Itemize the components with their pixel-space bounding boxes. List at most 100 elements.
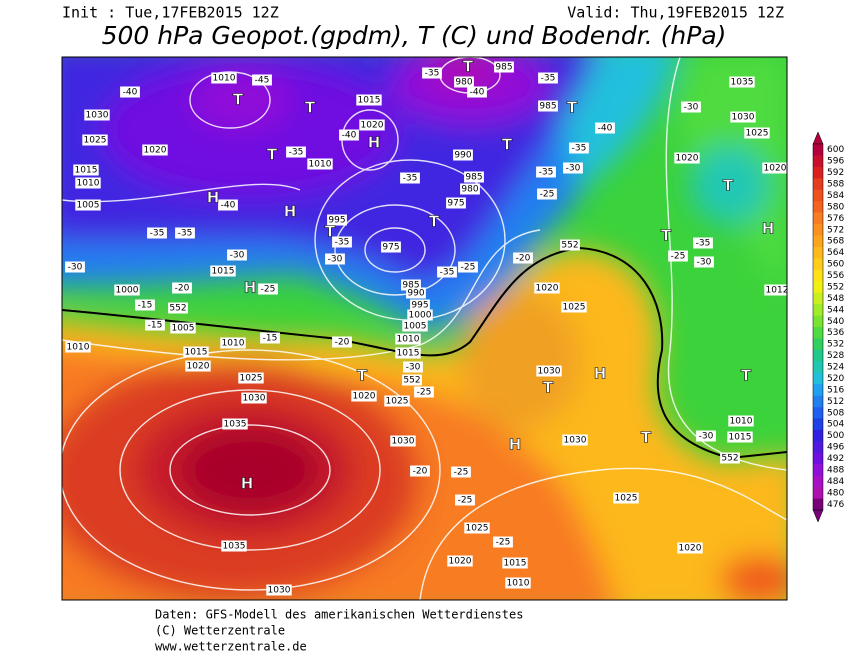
isobar-label: -25 [671, 252, 686, 262]
label-box [260, 332, 280, 344]
isobar-label: -35 [696, 239, 711, 249]
colorbar-label: 504 [827, 420, 844, 430]
colorbar-swatch [813, 201, 823, 213]
pressure-center: H [207, 189, 220, 207]
map-field: 1010 -45 -40 1030 1025 1020 1015 1010 1005 -40 -35… [62, 57, 787, 600]
footer-source: Daten: GFS-Modell des amerikanischen Wet… [155, 608, 523, 622]
label-box [513, 252, 533, 264]
colorbar-swatch [813, 315, 823, 328]
label-box [218, 199, 238, 211]
isobar-label: 1025 [746, 129, 769, 139]
label-box [407, 309, 433, 321]
isobar-label: 1020 [187, 362, 210, 372]
colorbar-swatch [813, 361, 823, 374]
colorbar-label: 476 [827, 500, 844, 510]
isobar-label: 1000 [409, 311, 432, 321]
colorbar-label: 544 [827, 305, 844, 315]
field-region [180, 428, 320, 512]
label-box [325, 253, 345, 265]
isobar-label: 1015 [185, 348, 208, 358]
isobar-label: -30 [699, 432, 714, 442]
label-box [464, 171, 484, 183]
isobar-label: 1020 [361, 121, 384, 131]
label-box [437, 266, 457, 278]
isobar-label: -20 [516, 254, 531, 264]
isobar-label: 995 [328, 216, 345, 226]
label-box [170, 322, 196, 334]
isobar-label: 1010 [67, 343, 90, 353]
label-box [730, 111, 756, 123]
colorbar-swatch [813, 155, 823, 168]
colorbar-label: 512 [827, 397, 844, 407]
label-box [536, 365, 562, 377]
label-box [84, 109, 110, 121]
isobar-label: 1035 [224, 420, 247, 430]
colorbar-label: 596 [827, 157, 844, 167]
label-box [451, 466, 471, 478]
label-box [395, 333, 421, 345]
colorbar-swatch [813, 235, 823, 248]
footer-copyright: (C) Wetterzentrale [155, 624, 285, 638]
colorbar-label: 588 [827, 180, 844, 190]
label-box [75, 177, 101, 189]
label-box [569, 142, 589, 154]
pressure-center: H [762, 220, 775, 238]
colorbar-swatch [813, 246, 823, 259]
isobar-label: -40 [221, 201, 236, 211]
pressure-center: T [267, 146, 278, 164]
colorbar-frame [812, 143, 824, 511]
colorbar-swatch [813, 418, 823, 431]
label-box [560, 239, 580, 251]
colorbar-label: 520 [827, 374, 844, 384]
colorbar-swatch [813, 441, 823, 454]
label-box [168, 302, 188, 314]
label-box [613, 492, 639, 504]
isobar-label: -35 [178, 229, 193, 239]
label-box [493, 536, 513, 548]
field-region [560, 57, 677, 190]
isobar-label: 1015 [729, 433, 752, 443]
isobar-label: -35 [440, 268, 455, 278]
isobar-label: 1005 [77, 201, 100, 211]
label-box [464, 522, 490, 534]
isobar-label: 552 [561, 241, 578, 251]
isobar-label: -35 [150, 229, 165, 239]
isobar-label: -35 [403, 174, 418, 184]
colorbar-label: 528 [827, 351, 844, 361]
isobar-label: 1010 [309, 160, 332, 170]
isobar-label: -15 [148, 321, 163, 331]
isobar-label: -30 [68, 263, 83, 273]
label-box [727, 431, 753, 443]
isobar-label: -45 [255, 76, 270, 86]
footer-url: www.wetterzentrale.de [155, 640, 307, 654]
isobar-label: -35 [539, 168, 554, 178]
pressure-center: T [723, 177, 734, 195]
isobar-label: 1010 [77, 179, 100, 189]
isobar-label: 985 [495, 63, 512, 73]
colorbar-swatch [813, 189, 823, 202]
colorbar-label: 564 [827, 248, 844, 258]
isobar-label: -35 [289, 148, 304, 158]
isobar-label: -30 [230, 251, 245, 261]
isobar-label: 990 [454, 151, 471, 161]
isobar-label: 1020 [536, 284, 559, 294]
isobar-label: -30 [697, 258, 712, 268]
label-box [222, 418, 248, 430]
isobar-label: 985 [402, 281, 419, 291]
label-box [674, 152, 700, 164]
valid-time: Valid: Thu,19FEB2015 12Z [567, 4, 784, 22]
colorbar-swatch [813, 464, 823, 476]
label-box [390, 435, 416, 447]
field-region [430, 57, 500, 88]
isobar-label: 1020 [764, 164, 787, 174]
label-box [454, 76, 474, 88]
isobar-label: 1025 [466, 524, 489, 534]
isobar-label: -30 [406, 363, 421, 373]
label-box [458, 261, 478, 273]
isobar-label: 995 [411, 301, 428, 311]
isobar-label: -25 [417, 388, 432, 398]
label-box [561, 301, 587, 313]
label-box [402, 374, 422, 386]
colorbar-swatch [813, 258, 823, 271]
isobar-label: 1030 [268, 586, 291, 596]
